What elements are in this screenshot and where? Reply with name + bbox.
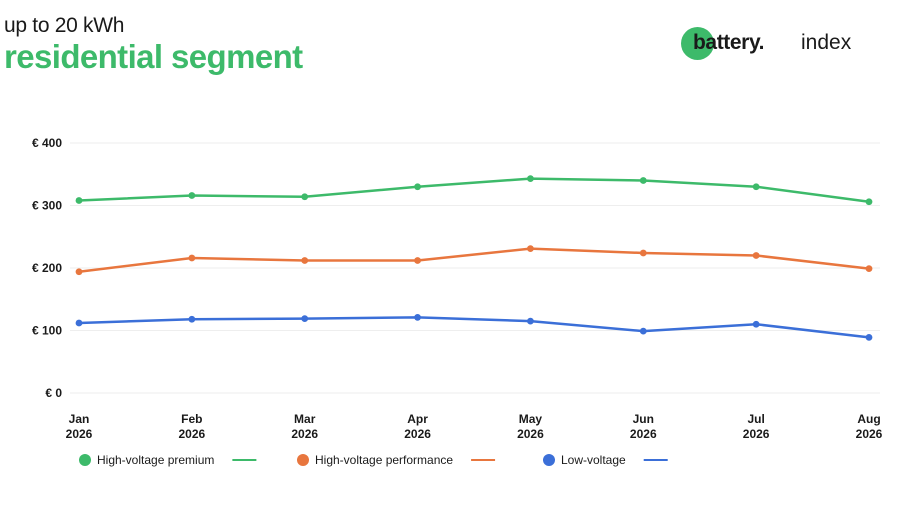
x-tick-label-month: Jan: [69, 412, 90, 426]
grid-lines: [70, 142, 880, 394]
data-point: [752, 183, 760, 191]
x-tick-label-year: 2026: [404, 427, 431, 441]
data-point: [414, 313, 421, 321]
data-point: [301, 315, 309, 323]
y-axis-tick-labels: € 0 € 100 € 200 € 300 € 400: [32, 136, 62, 400]
x-tick-label-month: Jul: [747, 412, 764, 426]
data-point: [188, 315, 196, 323]
data-point: [752, 320, 760, 328]
data-point: [865, 333, 873, 341]
data-point: [527, 175, 534, 183]
data-point: [639, 177, 647, 184]
y-tick-label: € 0: [45, 386, 62, 400]
data-point: [188, 254, 196, 262]
x-tick-label-year: 2026: [743, 427, 770, 441]
x-tick-label-year: 2026: [291, 427, 318, 441]
legend-label: High-voltage performance: [315, 453, 453, 467]
data-point: [865, 265, 873, 273]
x-tick-label-month: Aug: [857, 412, 880, 426]
data-point: [414, 257, 421, 264]
data-point: [639, 327, 647, 335]
x-axis-tick-labels: Jan2026Feb2026Mar2026Apr2026May2026Jun20…: [66, 412, 883, 441]
chart-title: residential segment: [4, 38, 303, 75]
legend-marker-dot: [297, 454, 309, 466]
chart-subtitle: up to 20 kWh: [4, 14, 125, 37]
data-point: [75, 319, 83, 327]
x-tick-label-year: 2026: [66, 427, 93, 441]
x-tick-label-month: Jun: [633, 412, 654, 426]
y-tick-label: € 400: [32, 136, 62, 150]
data-point: [188, 192, 196, 199]
x-tick-label-month: Feb: [181, 412, 202, 426]
logo-wordmark: battery.: [693, 31, 765, 54]
x-tick-label-month: May: [519, 412, 543, 426]
logo-index-label: index: [801, 31, 852, 54]
data-point: [527, 245, 534, 253]
series-line: [77, 316, 871, 339]
x-tick-label-year: 2026: [179, 427, 206, 441]
data-point: [75, 268, 83, 276]
series-lines: [77, 177, 871, 339]
legend-marker-dot: [543, 454, 555, 466]
legend-label: Low-voltage: [561, 453, 626, 467]
x-tick-label-month: Apr: [407, 412, 428, 426]
y-tick-label: € 100: [32, 324, 62, 338]
x-tick-label-year: 2026: [517, 427, 544, 441]
x-tick-label-year: 2026: [630, 427, 657, 441]
series-points: [75, 175, 873, 341]
legend-label: High-voltage premium: [97, 453, 214, 467]
x-tick-label-month: Mar: [294, 412, 316, 426]
data-point: [527, 317, 534, 325]
data-point: [301, 193, 309, 201]
legend-marker-dot: [79, 454, 91, 466]
data-point: [865, 198, 873, 206]
data-point: [639, 249, 647, 257]
data-point: [75, 197, 83, 204]
data-point: [752, 252, 760, 259]
x-tick-label-year: 2026: [856, 427, 883, 441]
series-line: [77, 247, 871, 273]
data-point: [301, 257, 309, 264]
y-tick-label: € 200: [32, 261, 62, 275]
series-line: [77, 177, 871, 203]
legend: High-voltage premium High-voltage perform…: [79, 453, 668, 467]
data-point: [414, 183, 421, 191]
y-tick-label: € 300: [32, 199, 62, 213]
line-chart: € 0€ 100€ 200€ 300€ 400 Jan2026Feb2026Ma…: [32, 136, 883, 467]
logo-dot-icon: [681, 27, 714, 60]
